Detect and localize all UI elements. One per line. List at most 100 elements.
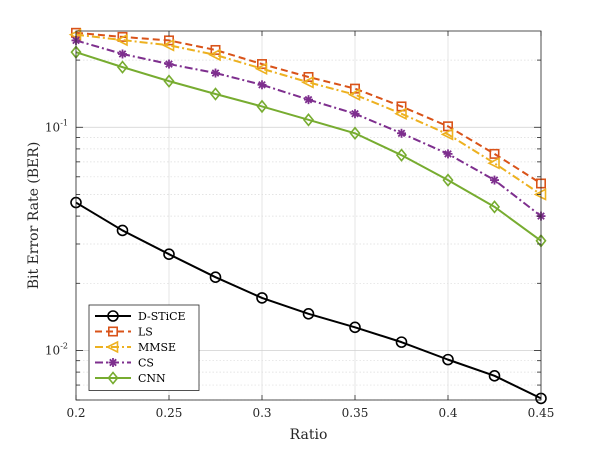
- legend: D-STiCE LS MMSE CS CNN: [88, 304, 200, 391]
- x-tick-label: 0.3: [252, 406, 271, 420]
- marker-circle: [116, 224, 129, 237]
- marker-square: [489, 148, 500, 159]
- data-point: [487, 156, 500, 170]
- x-axis-label: Ratio: [290, 427, 328, 443]
- series-line: [75, 31, 542, 185]
- legend-marker: [105, 340, 119, 354]
- marker-asterisk-stroke: [211, 69, 220, 77]
- marker-diamond: [302, 113, 315, 127]
- series-cs: [71, 35, 546, 221]
- data-point: [257, 80, 267, 90]
- data-point: [211, 68, 220, 78]
- data-point: [256, 99, 268, 114]
- data-point: [349, 83, 360, 94]
- series-cnn: [70, 45, 547, 248]
- x-tick-label: 0.45: [528, 406, 555, 420]
- data-point: [164, 59, 174, 69]
- data-point: [442, 121, 453, 132]
- data-point: [490, 175, 499, 185]
- legend-entry: CS: [95, 357, 154, 370]
- legend-marker: [108, 326, 119, 337]
- marker-circle: [488, 370, 501, 382]
- marker-triangle: [208, 48, 221, 62]
- marker-square: [108, 326, 119, 337]
- y-tick-label: 10-2: [45, 341, 68, 357]
- y-tick-exponent: -1: [60, 118, 68, 127]
- marker-diamond: [107, 371, 119, 385]
- data-point: [302, 113, 315, 127]
- marker-square: [349, 83, 360, 94]
- marker-triangle: [394, 107, 407, 121]
- marker-diamond: [349, 126, 361, 141]
- legend-entry: MMSE: [95, 340, 176, 354]
- marker-square: [442, 121, 453, 132]
- marker-triangle: [533, 188, 547, 201]
- data-point: [163, 248, 175, 261]
- marker-circle: [256, 292, 268, 304]
- y-tick-label: 10-1: [45, 118, 68, 134]
- marker-triangle: [105, 340, 119, 354]
- data-point: [254, 62, 268, 75]
- marker-triangle: [161, 38, 175, 52]
- legend-label: LS: [138, 326, 153, 339]
- series-mmse: [68, 28, 547, 201]
- marker-asterisk-stroke: [118, 50, 127, 58]
- marker-triangle: [115, 33, 128, 47]
- data-point: [394, 107, 407, 121]
- legend-label: MMSE: [138, 341, 176, 354]
- data-point: [349, 126, 361, 141]
- marker-circle: [442, 353, 454, 366]
- x-tick-label: 0.25: [156, 406, 183, 420]
- marker-diamond: [209, 87, 222, 101]
- data-point: [489, 148, 500, 159]
- data-point: [442, 353, 454, 366]
- x-tick-label: 0.4: [438, 406, 457, 420]
- data-point: [349, 321, 361, 334]
- legend-marker: [107, 371, 119, 385]
- y-tick-base: 10: [45, 120, 60, 134]
- marker-diamond: [116, 60, 129, 74]
- data-point: [397, 128, 406, 138]
- marker-diamond: [442, 173, 454, 187]
- legend-label: CNN: [138, 372, 166, 385]
- data-point: [115, 33, 128, 47]
- series-line: [75, 201, 542, 400]
- legend-label: D-STiCE: [138, 310, 186, 323]
- data-point: [443, 149, 453, 159]
- data-point: [116, 224, 129, 237]
- data-point: [488, 200, 501, 214]
- legend-marker: [107, 310, 119, 322]
- data-point: [488, 370, 501, 382]
- marker-triangle: [254, 62, 268, 75]
- marker-asterisk-stroke: [444, 150, 452, 158]
- data-point: [256, 292, 268, 304]
- data-point: [209, 271, 222, 283]
- marker-triangle: [301, 76, 314, 89]
- legend-entry: D-STiCE: [95, 310, 186, 323]
- marker-circle: [302, 307, 315, 320]
- marker-triangle: [440, 128, 454, 141]
- marker-asterisk-stroke: [165, 60, 173, 68]
- data-point: [209, 87, 222, 101]
- x-tick-label: 0.2: [66, 406, 85, 420]
- series-line: [75, 51, 542, 242]
- marker-diamond: [395, 148, 408, 162]
- marker-asterisk-stroke: [351, 109, 359, 118]
- marker-circle: [107, 310, 119, 322]
- series-layer: [68, 27, 547, 405]
- data-point: [163, 74, 175, 88]
- marker-circle: [395, 336, 408, 348]
- legend-marker: [108, 358, 118, 367]
- marker-asterisk-stroke: [109, 358, 117, 367]
- data-point: [301, 76, 314, 89]
- legend-label: CS: [138, 357, 154, 370]
- data-point: [161, 38, 175, 52]
- data-point: [395, 336, 408, 348]
- data-point: [347, 88, 361, 101]
- x-tick-label: 0.35: [342, 406, 369, 420]
- marker-circle: [163, 248, 175, 261]
- data-point: [118, 49, 127, 59]
- marker-diamond: [163, 74, 175, 88]
- y-tick-exponent: -2: [60, 341, 68, 350]
